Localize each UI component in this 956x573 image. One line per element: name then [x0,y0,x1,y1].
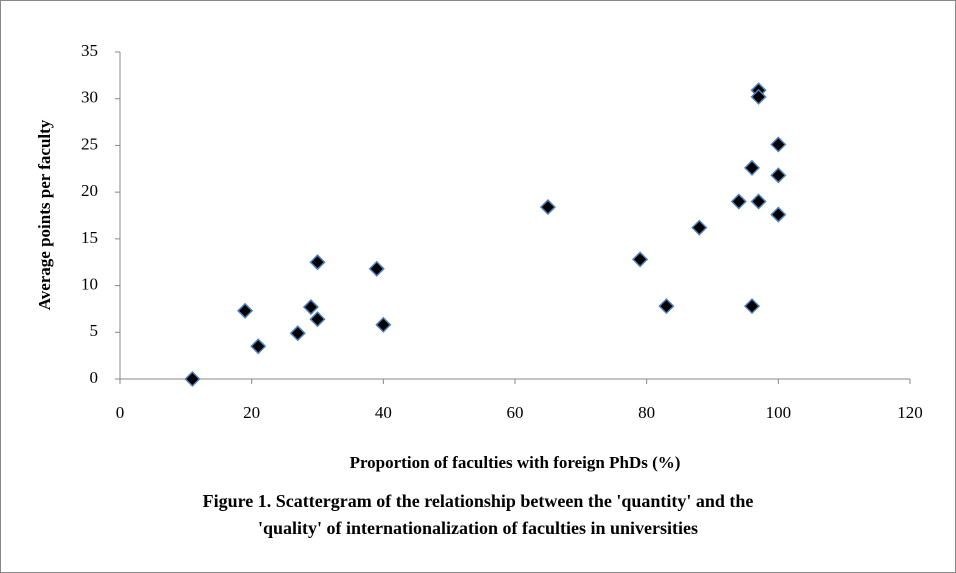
point [632,251,649,268]
x-tick-label: 40 [375,403,392,422]
point [770,167,787,184]
y-tick-label: 35 [81,41,98,60]
point [250,338,267,355]
point [750,193,767,210]
point [237,302,254,319]
x-tick-label: 80 [638,403,655,422]
point [309,311,326,328]
point [730,193,747,210]
caption: Figure 1. Scattergram of the relationshi… [203,491,754,511]
x-tick-label: 120 [897,403,923,422]
point [658,298,675,315]
x-tick-label: 20 [243,403,260,422]
x-tick-label: 0 [116,403,125,422]
point [368,260,385,277]
point [743,298,761,315]
y-tick-label: 10 [81,274,98,293]
point [750,88,767,105]
y-tick-label: 20 [81,181,98,200]
y-tick-label: 15 [81,228,98,247]
point [289,325,306,342]
x-tick-label: 100 [766,403,792,422]
point [691,219,708,236]
y-tick-label: 25 [81,134,98,153]
y-axis-label: Average points per faculty [35,119,54,310]
point [309,254,326,271]
point [302,298,319,316]
x-tick-label: 60 [507,403,524,422]
point [770,136,787,153]
x-axis-label: Proportion of faculties with foreign PhD… [350,453,681,472]
point [743,159,761,176]
caption: 'quality' of internationalization of fac… [258,518,698,538]
point [375,316,392,333]
y-tick-label: 30 [81,88,98,107]
point [184,370,201,388]
point [539,199,556,216]
point [770,206,787,223]
y-tick-label: 0 [90,368,99,387]
y-tick-label: 5 [90,321,99,340]
